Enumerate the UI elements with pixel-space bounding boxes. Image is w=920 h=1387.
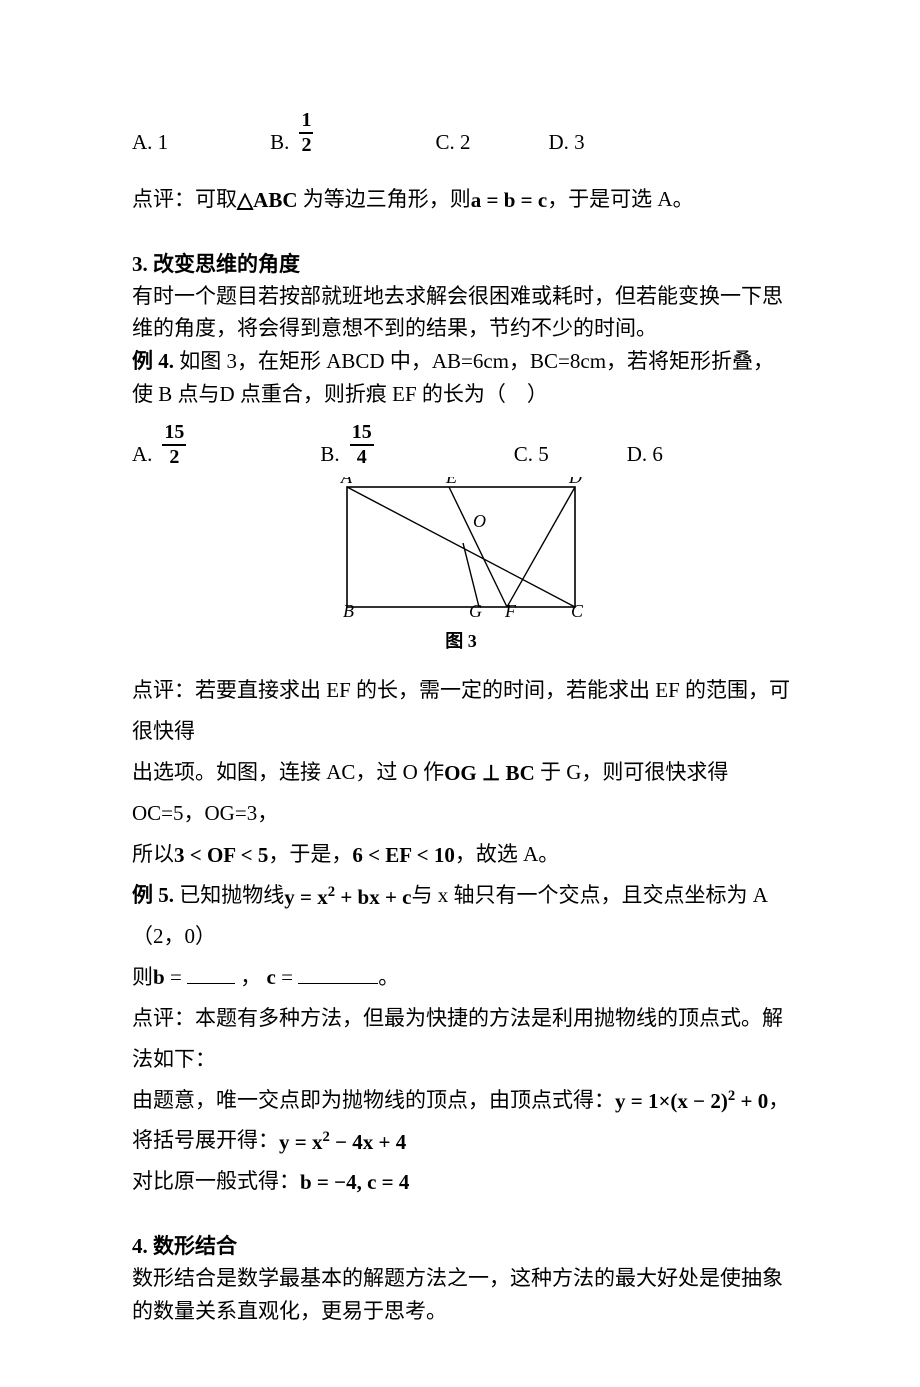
sym-c: c (267, 967, 276, 988)
comma: ， (235, 965, 267, 989)
eqpart: + 0 (735, 1089, 768, 1113)
blank-c (298, 965, 378, 984)
comment-1: 点评：可取△ABC 为等边三角形，则a = b = c，于是可选 A。 (132, 179, 790, 220)
frac-den: 2 (167, 446, 181, 467)
text: 已知抛物线 (174, 883, 284, 907)
section-4-title: 4. 数形结合 (132, 1230, 790, 1260)
example-4-label: 例 4. (132, 349, 174, 373)
text: 所以 (132, 842, 174, 866)
text: 为等边三角形，则 (298, 187, 471, 211)
comment-2-line2: 出选项。如图，连接 AC，过 O 作OG ⊥ BC 于 G，则可很快求得 OC=… (132, 752, 790, 834)
ex5-comment-4: 对比原一般式得：b = −4, c = 4 (132, 1161, 790, 1202)
vertex-form: y = 1×(x − 2)2 + 0 (615, 1089, 768, 1112)
triangle-abc: △ABC (237, 190, 298, 211)
sym-b: b (153, 967, 165, 988)
text: ，于是， (268, 842, 352, 866)
text: ，故选 A。 (455, 842, 559, 866)
svg-text:B: B (343, 601, 354, 621)
og-perp-bc: OG ⊥ BC (444, 763, 535, 784)
then: 则 (132, 965, 153, 989)
ineq-of: 3 < OF < 5 (174, 845, 268, 866)
b-c-values: b = −4, c = 4 (300, 1172, 409, 1193)
blank-b (187, 965, 235, 984)
dot: ， (768, 1088, 789, 1112)
exp-2: 2 (328, 884, 335, 900)
ex5-comment-2: 由题意，唯一交点即为抛物线的顶点，由顶点式得：y = 1×(x − 2)2 + … (132, 1080, 790, 1121)
ex5-comment-1: 点评：本题有多种方法，但最为快捷的方法是利用抛物线的顶点式。解法如下： (132, 998, 790, 1080)
figure-3-svg: A E D B G F C O 图 3 (331, 477, 591, 653)
svg-text:D: D (568, 477, 582, 487)
parabola-eq: y = x2 + bx + c (284, 885, 411, 908)
text: 对比原一般式得： (132, 1169, 300, 1193)
example-5-label: 例 5. (132, 883, 174, 907)
example-4-text: 如图 3，在矩形 ABCD 中，AB=6cm，BC=8cm，若将矩形折叠，使 B… (132, 349, 774, 406)
example-5-fill: 则b = ， c = 。 (132, 957, 790, 998)
svg-text:C: C (571, 601, 584, 621)
eq-a-b-c: a = b = c (471, 190, 547, 211)
options-row-1: A. 1 B. 1 2 C. 2 D. 3 (132, 110, 790, 155)
comment-2-line1: 点评：若要直接求出 EF 的长，需一定的时间，若能求出 EF 的范围，可很快得 (132, 670, 790, 752)
section-3-title: 3. 改变思维的角度 (132, 248, 790, 278)
exp-2: 2 (322, 1129, 329, 1145)
text: ，于是可选 A。 (547, 187, 693, 211)
frac-num: 15 (350, 422, 374, 444)
option-b-fraction: 15 4 (350, 422, 374, 467)
option-b-label: B. (320, 442, 339, 467)
option-a: A. 1 (132, 130, 168, 155)
eqpart: y = x (279, 1130, 322, 1154)
section-4-body: 数形结合是数学最基本的解题方法之一，这种方法的最大好处是使抽象的数量关系直观化，… (132, 1262, 790, 1327)
comment-2-line3: 所以3 < OF < 5，于是，6 < EF < 10，故选 A。 (132, 834, 790, 875)
svg-text:E: E (445, 477, 457, 487)
eqpart: + bx + c (335, 885, 411, 909)
period: 。 (378, 965, 399, 989)
ex5-comment-3: 将括号展开得：y = x2 − 4x + 4 (132, 1120, 790, 1161)
eq-sign: = (165, 965, 187, 989)
option-c: C. 2 (435, 130, 470, 155)
option-b-label: B. (270, 130, 289, 155)
expanded-form: y = x2 − 4x + 4 (279, 1130, 406, 1153)
option-b-fraction: 1 2 (299, 110, 313, 155)
example-5: 例 5. 已知抛物线y = x2 + bx + c与 x 轴只有一个交点，且交点… (132, 875, 790, 957)
options-row-2: A. 15 2 B. 15 4 C. 5 D. 6 (132, 422, 790, 467)
option-d: D. 6 (627, 442, 663, 467)
option-d: D. 3 (548, 130, 584, 155)
text: 将括号展开得： (132, 1128, 279, 1152)
svg-text:F: F (504, 601, 517, 621)
svg-text:O: O (473, 511, 486, 531)
svg-text:图 3: 图 3 (445, 631, 477, 651)
frac-num: 1 (299, 110, 313, 132)
eqpart: y = x (284, 885, 327, 909)
example-4: 例 4. 如图 3，在矩形 ABCD 中，AB=6cm，BC=8cm，若将矩形折… (132, 345, 790, 410)
option-a-fraction: 15 2 (162, 422, 186, 467)
text: 点评：可取 (132, 187, 237, 211)
document-page: A. 1 B. 1 2 C. 2 D. 3 点评：可取△ABC 为等边三角形，则… (0, 0, 920, 1387)
section-3-body: 有时一个题目若按部就班地去求解会很困难或耗时，但若能变换一下思维的角度，将会得到… (132, 280, 790, 345)
frac-den: 2 (299, 134, 313, 155)
eqpart: y = 1×(x − 2) (615, 1089, 728, 1113)
svg-text:A: A (340, 477, 353, 487)
frac-den: 4 (355, 446, 369, 467)
eqpart: − 4x + 4 (330, 1130, 406, 1154)
svg-text:G: G (469, 601, 482, 621)
option-a-label: A. (132, 442, 152, 467)
frac-num: 15 (162, 422, 186, 444)
text: 由题意，唯一交点即为抛物线的顶点，由顶点式得： (132, 1088, 615, 1112)
figure-3-wrapper: A E D B G F C O 图 3 (132, 477, 790, 658)
option-c: C. 5 (514, 442, 549, 467)
eq-sign: = (276, 965, 298, 989)
text: 出选项。如图，连接 AC，过 O 作 (132, 760, 444, 784)
ineq-ef: 6 < EF < 10 (352, 845, 455, 866)
